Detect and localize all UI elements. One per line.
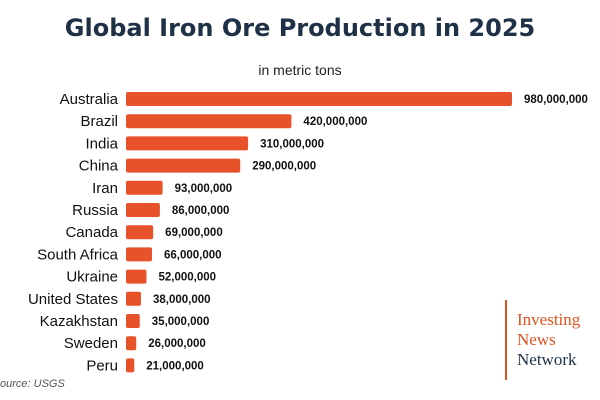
- bar: [126, 291, 141, 306]
- bar: [126, 136, 249, 151]
- value-label: 66,000,000: [164, 249, 222, 261]
- bar: [126, 180, 163, 195]
- value-label: 93,000,000: [175, 183, 233, 195]
- value-label: 69,000,000: [165, 227, 223, 239]
- bar: [126, 114, 292, 129]
- chart-subtitle: in metric tons: [258, 62, 342, 78]
- category-label: United States: [28, 291, 118, 308]
- bar: [126, 225, 154, 240]
- bar: [126, 269, 147, 284]
- value-label: 38,000,000: [153, 294, 211, 306]
- bar: [126, 92, 512, 106]
- category-label: Australia: [60, 91, 119, 108]
- category-label: South Africa: [37, 246, 119, 263]
- value-label: 21,000,000: [146, 360, 204, 372]
- value-label: 52,000,000: [158, 272, 216, 284]
- category-label: Brazil: [80, 113, 118, 130]
- category-label: Iran: [92, 180, 118, 197]
- logo-divider: [505, 300, 507, 380]
- category-label: Sweden: [64, 335, 118, 352]
- value-label: 310,000,000: [260, 138, 324, 150]
- bar: [126, 247, 152, 262]
- bar: [126, 203, 160, 217]
- value-label: 26,000,000: [148, 338, 206, 350]
- value-label: 35,000,000: [152, 316, 210, 328]
- category-label: Kazakhstan: [40, 313, 118, 330]
- logo-word-network: Network: [517, 350, 577, 369]
- bar: [126, 358, 135, 373]
- value-label: 980,000,000: [524, 94, 588, 106]
- bar: [126, 314, 140, 328]
- source-note: ource: USGS: [0, 378, 65, 390]
- category-label: Canada: [65, 224, 118, 241]
- bar: [126, 158, 241, 173]
- category-label: Peru: [86, 357, 118, 374]
- bar: [126, 336, 137, 351]
- category-label: India: [85, 135, 118, 152]
- category-label: Ukraine: [66, 269, 118, 286]
- category-label: China: [79, 158, 119, 175]
- investing-news-network-logo: Investing News Network: [505, 300, 600, 380]
- value-label: 420,000,000: [303, 116, 367, 128]
- logo-word-investing: Investing: [517, 310, 581, 329]
- value-label: 290,000,000: [252, 161, 316, 173]
- chart-title: Global Iron Ore Production in 2025: [64, 14, 536, 42]
- logo-word-news: News: [517, 330, 556, 349]
- category-label: Russia: [72, 202, 119, 219]
- value-label: 86,000,000: [172, 205, 230, 217]
